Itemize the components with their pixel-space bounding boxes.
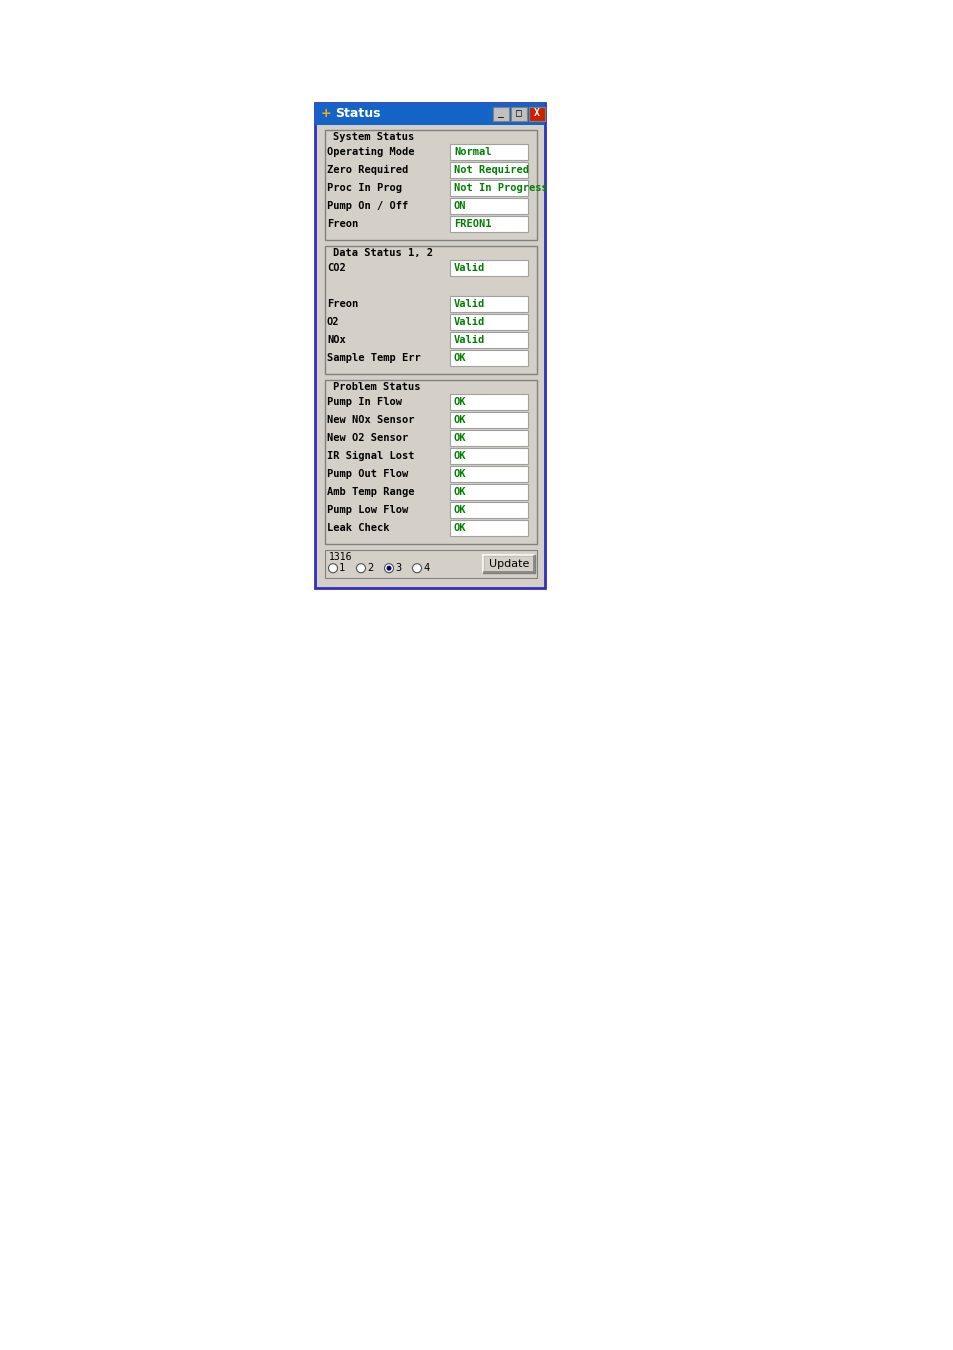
- Text: OK: OK: [454, 397, 466, 406]
- Circle shape: [328, 564, 337, 572]
- Text: CO2: CO2: [327, 263, 345, 273]
- Text: 1: 1: [338, 563, 345, 574]
- Text: Leak Check: Leak Check: [327, 522, 389, 533]
- Bar: [450, 162, 527, 178]
- Bar: [482, 555, 535, 572]
- Text: Amb Temp Range: Amb Temp Range: [327, 487, 414, 497]
- Bar: [314, 103, 544, 126]
- Text: Pump Out Flow: Pump Out Flow: [327, 468, 408, 479]
- Text: Data Status 1, 2: Data Status 1, 2: [333, 248, 433, 258]
- Bar: [529, 107, 544, 122]
- Bar: [450, 144, 527, 161]
- Text: System Status: System Status: [333, 132, 414, 142]
- Text: Valid: Valid: [454, 263, 485, 273]
- Circle shape: [386, 566, 391, 571]
- Circle shape: [356, 564, 365, 572]
- Text: NOx: NOx: [327, 335, 345, 346]
- Bar: [450, 315, 527, 329]
- Bar: [450, 394, 527, 410]
- Bar: [450, 216, 527, 232]
- Bar: [450, 198, 527, 215]
- Bar: [450, 448, 527, 464]
- Text: Freon: Freon: [327, 219, 358, 230]
- Bar: [493, 107, 509, 122]
- Text: Proc In Prog: Proc In Prog: [327, 184, 401, 193]
- Text: OK: OK: [454, 522, 466, 533]
- Bar: [450, 431, 527, 446]
- Text: Valid: Valid: [454, 317, 485, 327]
- Text: OK: OK: [454, 505, 466, 514]
- Text: OK: OK: [454, 352, 466, 363]
- Bar: [450, 332, 527, 348]
- Bar: [450, 502, 527, 518]
- Text: Sample Temp Err: Sample Temp Err: [327, 352, 420, 363]
- Text: Valid: Valid: [454, 335, 485, 346]
- Text: _: _: [497, 108, 503, 117]
- Bar: [450, 466, 527, 482]
- Bar: [325, 246, 537, 374]
- Text: □: □: [516, 108, 521, 117]
- Bar: [314, 103, 544, 589]
- Text: Pump Low Flow: Pump Low Flow: [327, 505, 408, 514]
- Text: IR Signal Lost: IR Signal Lost: [327, 451, 414, 460]
- Bar: [450, 412, 527, 428]
- Circle shape: [412, 564, 421, 572]
- Bar: [450, 520, 527, 536]
- Bar: [325, 130, 537, 240]
- Text: OK: OK: [454, 468, 466, 479]
- Text: Zero Required: Zero Required: [327, 165, 408, 176]
- Text: Problem Status: Problem Status: [333, 382, 420, 391]
- Text: 3: 3: [395, 563, 401, 574]
- Text: New O2 Sensor: New O2 Sensor: [327, 433, 408, 443]
- Text: 2: 2: [367, 563, 373, 574]
- Text: Pump On / Off: Pump On / Off: [327, 201, 408, 211]
- Bar: [450, 485, 527, 500]
- Text: FREON1: FREON1: [454, 219, 491, 230]
- Text: OK: OK: [454, 414, 466, 425]
- Text: O2: O2: [327, 317, 339, 327]
- Circle shape: [384, 564, 393, 572]
- Text: 1316: 1316: [329, 552, 352, 562]
- Text: Valid: Valid: [454, 298, 485, 309]
- Text: 4: 4: [422, 563, 429, 574]
- Text: Status: Status: [335, 107, 380, 120]
- Bar: [325, 549, 537, 578]
- Text: X: X: [534, 108, 539, 117]
- Text: Not In Progress: Not In Progress: [454, 184, 547, 193]
- Text: Freon: Freon: [327, 298, 358, 309]
- Text: +: +: [320, 107, 332, 120]
- Bar: [450, 296, 527, 312]
- Text: Pump In Flow: Pump In Flow: [327, 397, 401, 406]
- Text: Update: Update: [488, 559, 529, 568]
- Text: New NOx Sensor: New NOx Sensor: [327, 414, 414, 425]
- Text: Operating Mode: Operating Mode: [327, 147, 414, 157]
- Text: OK: OK: [454, 433, 466, 443]
- Text: ON: ON: [454, 201, 466, 211]
- Bar: [450, 261, 527, 275]
- Bar: [511, 107, 526, 122]
- Text: OK: OK: [454, 487, 466, 497]
- Text: Normal: Normal: [454, 147, 491, 157]
- Bar: [450, 350, 527, 366]
- Text: OK: OK: [454, 451, 466, 460]
- Bar: [450, 180, 527, 196]
- Bar: [325, 379, 537, 544]
- Text: Not Required: Not Required: [454, 165, 529, 176]
